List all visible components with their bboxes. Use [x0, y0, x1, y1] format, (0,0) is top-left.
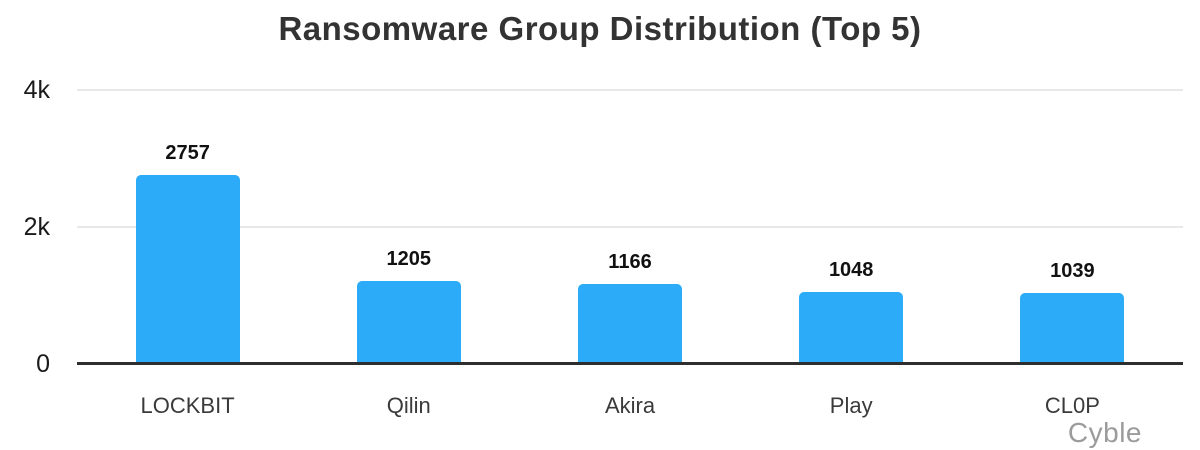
bar-value-label: 1048 — [828, 259, 874, 282]
chart-title: Ransomware Group Distribution (Top 5) — [278, 10, 922, 47]
y-tick-label: 4k — [23, 76, 50, 104]
gridline — [77, 226, 1183, 228]
category-label: Play — [829, 393, 873, 418]
bar-lockbit — [135, 175, 240, 362]
y-tick-label: 0 — [36, 350, 50, 378]
bar-cl0p — [1020, 292, 1125, 362]
category-label: LOCKBIT — [140, 393, 235, 418]
y-tick-label: 2k — [23, 213, 50, 241]
category-label: Qilin — [386, 393, 431, 418]
bar-value-label: 1205 — [386, 248, 432, 271]
bar-play — [799, 292, 904, 362]
category-label: CL0P — [1044, 393, 1100, 418]
watermark-logo-text: Cyble — [1067, 417, 1142, 448]
bar-value-label: 1166 — [608, 251, 652, 274]
bar-value-label: 2757 — [165, 142, 210, 165]
category-label: Akira — [604, 393, 656, 418]
bar-qilin — [356, 281, 461, 362]
gridline — [77, 89, 1183, 91]
bar-akira — [578, 284, 682, 362]
x-axis-line — [77, 362, 1183, 365]
bar-value-label: 1039 — [1050, 259, 1095, 282]
